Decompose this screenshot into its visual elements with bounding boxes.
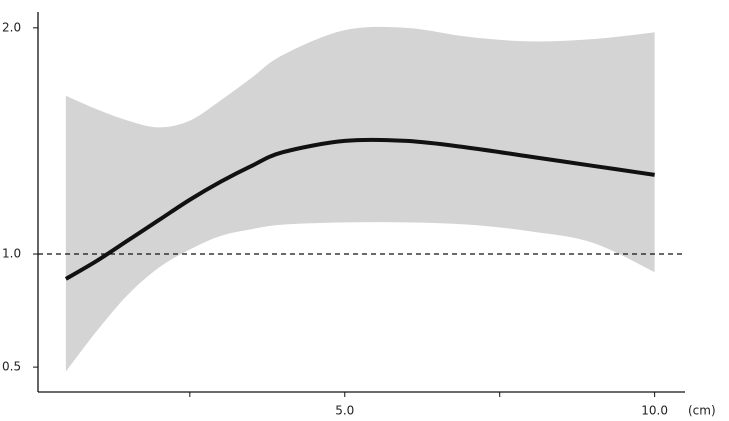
x-axis-label: (cm) — [688, 404, 716, 418]
x-tick-label: 10.0 — [641, 404, 668, 418]
estimate-line — [64, 137, 655, 281]
y-tick-label: 1.0 — [2, 247, 21, 261]
x-tick-label: 5.0 — [335, 404, 354, 418]
y-tick-label: 0.5 — [2, 360, 21, 374]
confidence-band — [65, 26, 655, 372]
y-tick-label: 2.0 — [2, 20, 21, 34]
